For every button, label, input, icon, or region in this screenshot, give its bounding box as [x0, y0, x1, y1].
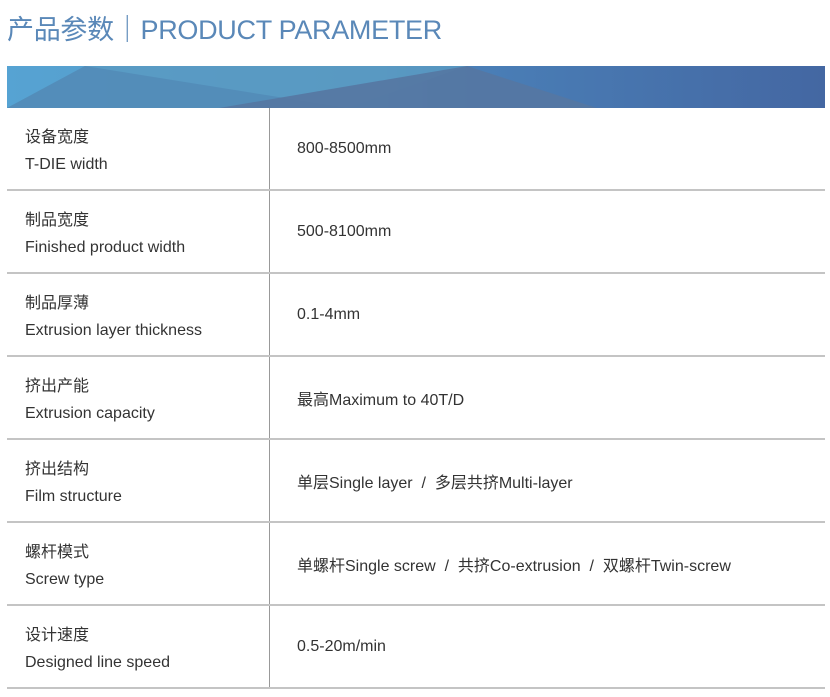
parameter-label: 制品宽度 Finished product width — [25, 207, 185, 261]
column-divider — [269, 523, 270, 604]
parameter-name-en: Film structure — [25, 488, 122, 505]
parameter-name-cn: 挤出产能 — [25, 378, 90, 395]
table-row: 设备宽度 T-DIE width 800-8500mm — [7, 108, 825, 191]
parameter-name-en: Designed line speed — [25, 654, 170, 671]
parameter-value: 0.5-20m/min — [297, 637, 386, 655]
decorative-banner — [7, 66, 825, 108]
parameter-table: 设备宽度 T-DIE width 800-8500mm 制品宽度 Finishe… — [7, 108, 825, 689]
parameter-value: 0.1-4mm — [297, 305, 361, 323]
column-divider — [269, 108, 270, 189]
parameter-label: 设计速度 Designed line speed — [25, 622, 170, 676]
table-row: 挤出结构 Film structure 单层Single layer / 多层共… — [7, 440, 825, 523]
parameter-name-en: Finished product width — [25, 239, 186, 256]
table-row: 制品宽度 Finished product width 500-8100mm — [7, 191, 825, 274]
parameter-value: 最高Maximum to 40T/D — [297, 391, 465, 409]
parameter-value: 单层Single layer / 多层共挤Multi-layer — [297, 474, 573, 492]
parameter-name-cn: 制品厚薄 — [25, 295, 90, 312]
table-row: 设计速度 Designed line speed 0.5-20m/min — [7, 606, 825, 689]
parameter-value: 单螺杆Single screw / 共挤Co-extrusion / 双螺杆Tw… — [297, 557, 731, 575]
parameter-label: 设备宽度 T-DIE width — [25, 124, 108, 178]
parameter-name-en: Extrusion layer thickness — [25, 322, 202, 339]
column-divider — [269, 191, 270, 272]
parameter-name-en: T-DIE width — [25, 156, 108, 173]
banner-shape — [7, 66, 347, 108]
column-divider — [269, 274, 270, 355]
parameter-label: 螺杆模式 Screw type — [25, 539, 104, 593]
parameter-name-en: Extrusion capacity — [25, 405, 155, 422]
parameter-label: 制品厚薄 Extrusion layer thickness — [25, 290, 202, 344]
column-divider — [269, 440, 270, 521]
page-title: 产品参数｜PRODUCT PARAMETER — [7, 15, 442, 45]
parameter-name-en: Screw type — [25, 571, 105, 588]
parameter-name-cn: 挤出结构 — [25, 461, 90, 478]
parameter-name-cn: 螺杆模式 — [25, 544, 90, 561]
table-row: 制品厚薄 Extrusion layer thickness 0.1-4mm — [7, 274, 825, 357]
column-divider — [269, 606, 270, 687]
parameter-value: 800-8500mm — [297, 139, 392, 157]
table-row: 挤出产能 Extrusion capacity 最高Maximum to 40T… — [7, 357, 825, 440]
parameter-name-cn: 设计速度 — [25, 627, 90, 644]
parameter-name-cn: 制品宽度 — [25, 212, 90, 229]
parameter-name-cn: 设备宽度 — [25, 129, 90, 146]
parameter-label: 挤出产能 Extrusion capacity — [25, 373, 155, 427]
table-row: 螺杆模式 Screw type 单螺杆Single screw / 共挤Co-e… — [7, 523, 825, 606]
parameter-value: 500-8100mm — [297, 222, 392, 240]
column-divider — [269, 357, 270, 438]
parameter-label: 挤出结构 Film structure — [25, 456, 122, 510]
banner-shape — [219, 66, 597, 108]
